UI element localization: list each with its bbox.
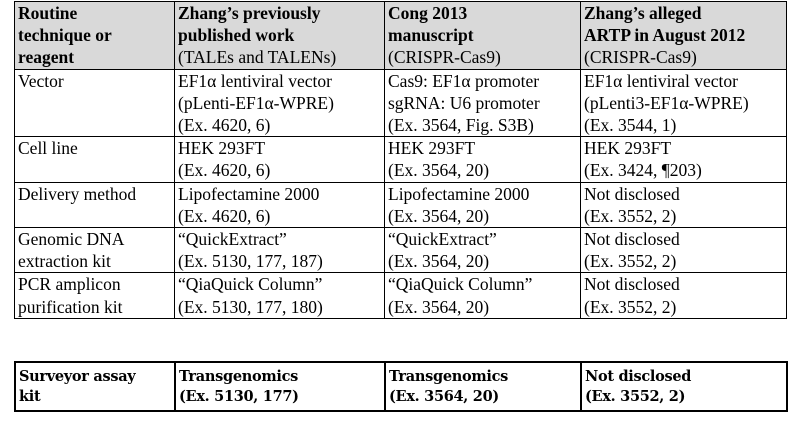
cell-text-line: Genomic DNA	[18, 229, 125, 250]
surveyor-table: Surveyor assay kit Transgenomics (Ex. 5130,…	[14, 361, 788, 412]
cell-text-line: EF1α lentiviral vector	[584, 70, 738, 91]
header-cell: Cong 2013 manuscript (CRISPR-Cas9)	[384, 1, 581, 70]
cell-text-line: (Ex. 3552, 2)	[584, 205, 677, 226]
cell-text-line: PCR amplicon	[18, 274, 121, 295]
table-cell: EF1α lentiviral vector (pLenti3-EF1α-WPRE…	[580, 68, 787, 138]
cell-text-line: Not disclosed	[584, 274, 680, 295]
cell-text-line: (Ex. 5130, 177, 187)	[178, 251, 323, 272]
header-cell: Zhang’s previously published work (TALEs a…	[174, 1, 385, 70]
surveyor-cell: Transgenomics (Ex. 5130, 177)	[174, 361, 386, 412]
table-cell: Lipofectamine 2000 (Ex. 3564, 20)	[384, 181, 581, 229]
cell-text-line: (CRISPR-Cas9)	[388, 47, 501, 68]
cell-text-line: Lipofectamine 2000	[388, 183, 530, 204]
table-cell: “QuickExtract” (Ex. 3564, 20)	[384, 227, 581, 274]
header-text-line: Routine	[18, 3, 78, 23]
cell-text-line: (Ex. 3564, 20)	[388, 205, 490, 226]
cell-text-line: (TALEs and TALENs)	[178, 47, 337, 68]
row-label-cell: Cell line	[14, 136, 175, 183]
header-text-line: technique or	[18, 25, 112, 46]
cell-text-line: (Ex. 3544, 1)	[584, 115, 677, 136]
header-text-line: Transgenomics	[179, 368, 298, 385]
cell-text-line: Vector	[18, 70, 64, 91]
surveyor-row: Surveyor assay kit Transgenomics (Ex. 5130,…	[14, 361, 788, 412]
table-cell: HEK 293FT (Ex. 4620, 6)	[174, 136, 385, 183]
cell-text-line: (pLenti3-EF1α-WPRE)	[584, 92, 749, 113]
header-text-line: manuscript	[388, 25, 474, 46]
cell-text-line: HEK 293FT	[178, 138, 266, 159]
cell-text-line: (Ex. 4620, 6)	[178, 160, 271, 181]
table-cell: Cas9: EF1α promoter sgRNA: U6 promoter (Ex…	[384, 68, 581, 138]
table-cell: Not disclosed (Ex. 3552, 2)	[580, 227, 787, 274]
header-cell: Routine technique or reagent	[14, 1, 175, 70]
header-text-line: Surveyor assay	[19, 368, 136, 385]
cell-text-line: EF1α lentiviral vector	[178, 70, 332, 91]
cell-text-line: (Ex. 3564, 20)	[388, 296, 490, 317]
surveyor-label-cell: Surveyor assay kit	[14, 361, 176, 412]
cell-text-line: extraction kit	[18, 251, 111, 272]
row-label-cell: Vector	[14, 68, 175, 138]
header-text-line: Zhang’s alleged	[584, 3, 702, 23]
surveyor-cell: Not disclosed (Ex. 3552, 2)	[580, 361, 788, 412]
table-cell: Not disclosed (Ex. 3552, 2)	[580, 181, 787, 229]
header-text-line: published work	[178, 25, 295, 46]
header-text-line: ARTP in August 2012	[584, 25, 746, 46]
table-cell: Not disclosed (Ex. 3552, 2)	[580, 272, 787, 319]
cell-text-line: (CRISPR-Cas9)	[584, 47, 697, 68]
table-row: Delivery method Lipofectamine 2000 (Ex. 46…	[14, 181, 787, 229]
cell-text-line: Cas9: EF1α promoter	[388, 70, 540, 91]
cell-text-line: Not disclosed	[584, 229, 680, 250]
header-text-line: (Ex. 3564, 20)	[389, 388, 499, 405]
cell-text-line: (Ex. 4620, 6)	[178, 205, 271, 226]
cell-text-line: “QiaQuick Column”	[178, 274, 323, 295]
table-cell: “QiaQuick Column” (Ex. 5130, 177, 180)	[174, 272, 385, 319]
header-text-line: kit	[19, 388, 41, 405]
table-cell: “QuickExtract” (Ex. 5130, 177, 187)	[174, 227, 385, 274]
cell-text-line: purification kit	[18, 296, 123, 317]
cell-text-line: (pLenti-EF1α-WPRE)	[178, 92, 334, 113]
cell-text-line: (Ex. 3564, 20)	[388, 251, 490, 272]
cell-text-line: (Ex. 3552, 2)	[584, 296, 677, 317]
cell-text-line: Delivery method	[18, 183, 137, 204]
header-cell: Zhang’s alleged ARTP in August 2012 (CRISP…	[580, 1, 787, 70]
cell-text-line: (Ex. 5130, 177, 180)	[178, 296, 323, 317]
header-text-line: (Ex. 3552, 2)	[585, 388, 686, 405]
comparison-table: Routine technique or reagent Zhang’s previo…	[14, 1, 787, 319]
cell-text-line: Cell line	[18, 138, 78, 159]
row-label-cell: Genomic DNA extraction kit	[14, 227, 175, 274]
cell-text-line: Not disclosed	[584, 183, 680, 204]
cell-text-line: (Ex. 3424, ¶203)	[584, 160, 702, 181]
header-text-line: reagent	[18, 47, 75, 68]
cell-text-line: Lipofectamine 2000	[178, 183, 320, 204]
cell-text-line: “QuickExtract”	[178, 229, 287, 250]
row-label-cell: Delivery method	[14, 181, 175, 229]
cell-text-line: (Ex. 3552, 2)	[584, 251, 677, 272]
header-text-line: Zhang’s previously	[178, 3, 321, 23]
table-cell: HEK 293FT (Ex. 3424, ¶203)	[580, 136, 787, 183]
table-cell: HEK 293FT (Ex. 3564, 20)	[384, 136, 581, 183]
table-cell: “QiaQuick Column” (Ex. 3564, 20)	[384, 272, 581, 319]
table-row: Vector EF1α lentiviral vector (pLenti-EF1α…	[14, 68, 787, 138]
cell-text-line: (Ex. 3564, Fig. S3B)	[388, 115, 534, 136]
cell-text-line: (Ex. 3564, 20)	[388, 160, 490, 181]
surveyor-cell: Transgenomics (Ex. 3564, 20)	[384, 361, 582, 412]
header-row: Routine technique or reagent Zhang’s previo…	[14, 1, 787, 70]
table-row: Genomic DNA extraction kit “QuickExtract”(…	[14, 227, 787, 274]
row-label-cell: PCR amplicon purification kit	[14, 272, 175, 319]
header-text-line: Transgenomics	[389, 368, 508, 385]
cell-text-line: HEK 293FT	[584, 138, 672, 159]
cell-text-line: (Ex. 4620, 6)	[178, 115, 271, 136]
table-row: PCR amplicon purification kit “QiaQuick Co…	[14, 272, 787, 319]
table-cell: EF1α lentiviral vector (pLenti-EF1α-WPRE)…	[174, 68, 385, 138]
cell-text-line: HEK 293FT	[388, 138, 476, 159]
table-cell: Lipofectamine 2000 (Ex. 4620, 6)	[174, 181, 385, 229]
header-text-line: (Ex. 5130, 177)	[179, 388, 299, 405]
cell-text-line: “QiaQuick Column”	[388, 274, 533, 295]
cell-text-line: sgRNA: U6 promoter	[388, 92, 540, 113]
cell-text-line: “QuickExtract”	[388, 229, 497, 250]
header-text-line: Cong 2013	[388, 3, 468, 23]
table-row: Cell line HEK 293FT (Ex. 4620, 6) HEK 293FT…	[14, 136, 787, 183]
header-text-line: Not disclosed	[585, 368, 692, 385]
